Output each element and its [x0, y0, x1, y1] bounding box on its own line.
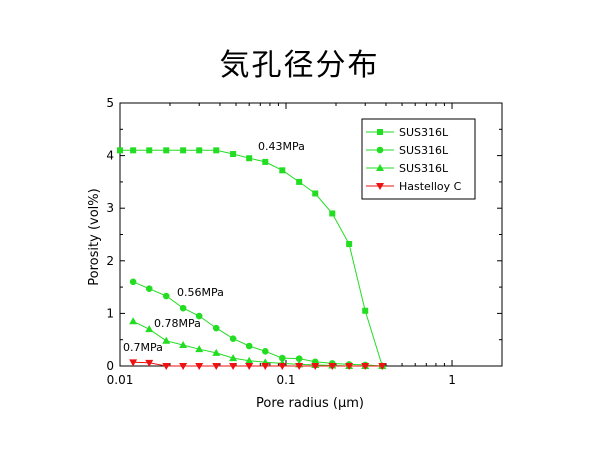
data-point	[346, 240, 353, 247]
legend-marker	[376, 183, 384, 190]
series-line	[120, 149, 383, 367]
data-point	[245, 356, 254, 364]
series-annotation: 0.7MPa	[123, 341, 163, 354]
data-point	[195, 363, 204, 370]
legend-label: SUS316L	[399, 162, 449, 175]
x-tick-label: 0.1	[276, 373, 295, 387]
data-point	[279, 354, 286, 362]
data-point	[129, 278, 137, 286]
data-point	[262, 158, 269, 165]
y-axis-label: Porosity (vol%)	[87, 188, 102, 285]
y-tick-label: 0	[106, 359, 114, 373]
data-point	[312, 190, 319, 197]
data-point	[195, 312, 203, 320]
data-point	[212, 324, 220, 332]
legend: SUS316L SUS316L SUS316L Hastelloy C	[361, 118, 476, 200]
series-line	[132, 281, 383, 367]
y-tick-label: 4	[106, 149, 114, 163]
data-point	[279, 167, 286, 174]
data-point	[295, 363, 304, 370]
x-tick-label: 0.01	[107, 373, 134, 387]
series-annotation: 0.56MPa	[177, 286, 224, 299]
data-point	[212, 363, 221, 370]
data-point	[246, 155, 253, 162]
data-point	[230, 151, 237, 158]
data-point	[362, 307, 369, 314]
data-point	[129, 359, 138, 367]
data-point	[278, 363, 287, 370]
legend-label: SUS316L	[399, 144, 449, 157]
data-point	[311, 363, 320, 370]
data-point	[229, 335, 237, 342]
data-point	[179, 340, 188, 348]
legend-label: Hastelloy C	[399, 180, 462, 193]
legend-marker	[376, 146, 384, 154]
data-point	[180, 147, 187, 154]
legend-marker	[376, 164, 384, 171]
series-annotation: 0.78MPa	[154, 317, 201, 330]
legend-marker	[377, 129, 383, 135]
data-point	[117, 147, 123, 154]
data-point	[378, 363, 387, 370]
data-point	[229, 354, 238, 362]
y-tick-label: 1	[106, 306, 114, 320]
data-point	[163, 147, 170, 154]
data-point	[162, 363, 171, 370]
x-tick-label: 1	[448, 373, 456, 387]
x-axis-label: Pore radius (µm)	[256, 396, 364, 411]
y-tick-label: 5	[106, 96, 114, 110]
data-point	[179, 363, 188, 370]
y-tick-label: 2	[106, 254, 114, 268]
data-point	[328, 363, 337, 370]
y-tick-label: 3	[106, 201, 114, 215]
data-point	[296, 178, 303, 185]
data-point	[145, 285, 153, 292]
chart-title: 気孔径分布	[219, 48, 380, 83]
data-point	[345, 363, 354, 370]
data-point	[245, 363, 254, 370]
series-layer	[117, 147, 387, 370]
data-point	[361, 363, 370, 370]
data-point	[195, 345, 204, 353]
legend-label: SUS316L	[399, 126, 449, 139]
data-point	[129, 317, 138, 325]
data-point	[130, 147, 137, 154]
data-point	[146, 147, 153, 154]
data-point	[212, 348, 221, 356]
data-point	[179, 304, 187, 312]
series-annotation: 0.43MPa	[258, 140, 305, 153]
data-point	[261, 363, 270, 370]
series-1	[117, 147, 386, 369]
data-point	[329, 210, 336, 217]
data-point	[145, 325, 154, 333]
data-point	[145, 359, 154, 367]
data-point	[162, 336, 171, 344]
data-point	[213, 147, 220, 154]
annotation-layer: 0.43MPa 0.56MPa 0.78MPa 0.7MPa	[123, 140, 305, 354]
data-point	[261, 347, 269, 355]
data-point	[245, 342, 253, 350]
data-point	[295, 355, 303, 362]
data-point	[196, 147, 203, 154]
data-point	[229, 363, 238, 370]
data-point	[162, 292, 170, 300]
series-line	[133, 361, 383, 367]
series-4	[129, 359, 387, 370]
